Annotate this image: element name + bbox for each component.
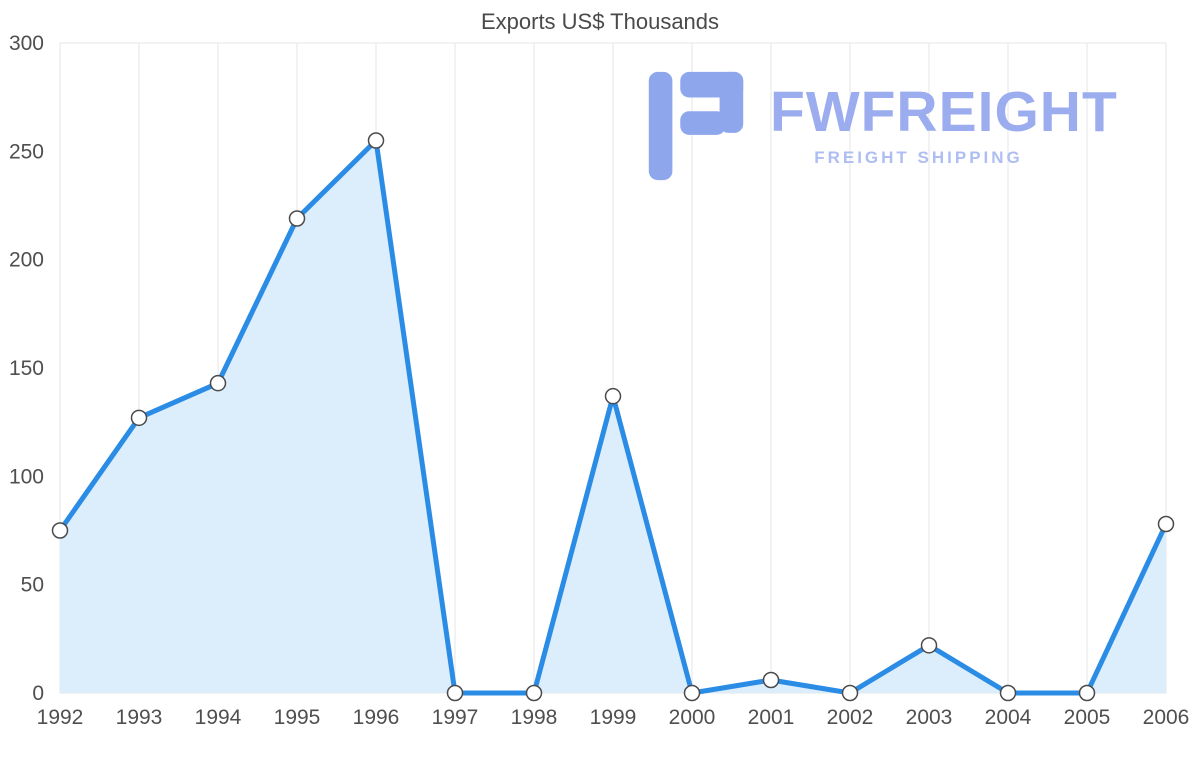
x-axis-label: 1999	[590, 706, 637, 729]
fwfreight-watermark: FWFREIGHT FREIGHT SHIPPING	[648, 66, 1118, 184]
watermark-text-block: FWFREIGHT FREIGHT SHIPPING	[770, 84, 1118, 168]
y-axis-label: 0	[32, 682, 44, 705]
x-axis-label: 2002	[827, 706, 874, 729]
y-axis-label: 200	[9, 249, 44, 272]
data-point-marker	[446, 684, 464, 702]
x-axis-label: 1993	[116, 706, 163, 729]
data-point-marker	[209, 374, 227, 392]
watermark-brand-name: FWFREIGHT	[770, 80, 1118, 144]
chart-title: Exports US$ Thousands	[480, 9, 720, 34]
data-point-marker	[999, 684, 1017, 702]
fwfreight-logo-icon	[648, 71, 744, 181]
data-point-marker	[525, 684, 543, 702]
data-point-marker	[841, 684, 859, 702]
y-axis-label: 300	[9, 32, 44, 55]
data-point-marker	[1157, 515, 1175, 533]
x-axis-label: 1994	[195, 706, 242, 729]
data-point-marker	[51, 522, 69, 539]
watermark-tagline: FREIGHT SHIPPING	[814, 148, 1023, 167]
data-point-marker	[1078, 684, 1096, 702]
data-point-marker	[762, 671, 780, 689]
x-axis-label: 2001	[748, 706, 795, 729]
y-axis-label: 50	[21, 574, 44, 597]
y-axis-label: 150	[9, 357, 44, 380]
data-point-marker	[288, 210, 306, 227]
x-axis-label: 2004	[985, 706, 1032, 729]
x-axis-label: 2000	[669, 706, 716, 729]
x-axis-label: 2005	[1064, 706, 1111, 729]
data-point-marker	[367, 132, 385, 149]
series-area-fill	[60, 140, 1166, 693]
x-axis-label: 2006	[1143, 706, 1190, 729]
data-point-marker	[683, 684, 701, 702]
x-axis-label: 2003	[906, 706, 953, 729]
x-axis-label: 1992	[37, 706, 84, 729]
data-point-marker	[920, 637, 938, 654]
y-axis-label: 100	[9, 465, 44, 488]
x-axis-label: 1998	[511, 706, 558, 729]
data-point-marker	[604, 387, 622, 405]
x-axis-label: 1997	[432, 706, 479, 729]
y-axis-label: 250	[9, 140, 44, 163]
data-point-marker	[130, 409, 148, 427]
x-axis-label: 1996	[353, 706, 400, 729]
x-axis-label: 1995	[274, 706, 321, 729]
